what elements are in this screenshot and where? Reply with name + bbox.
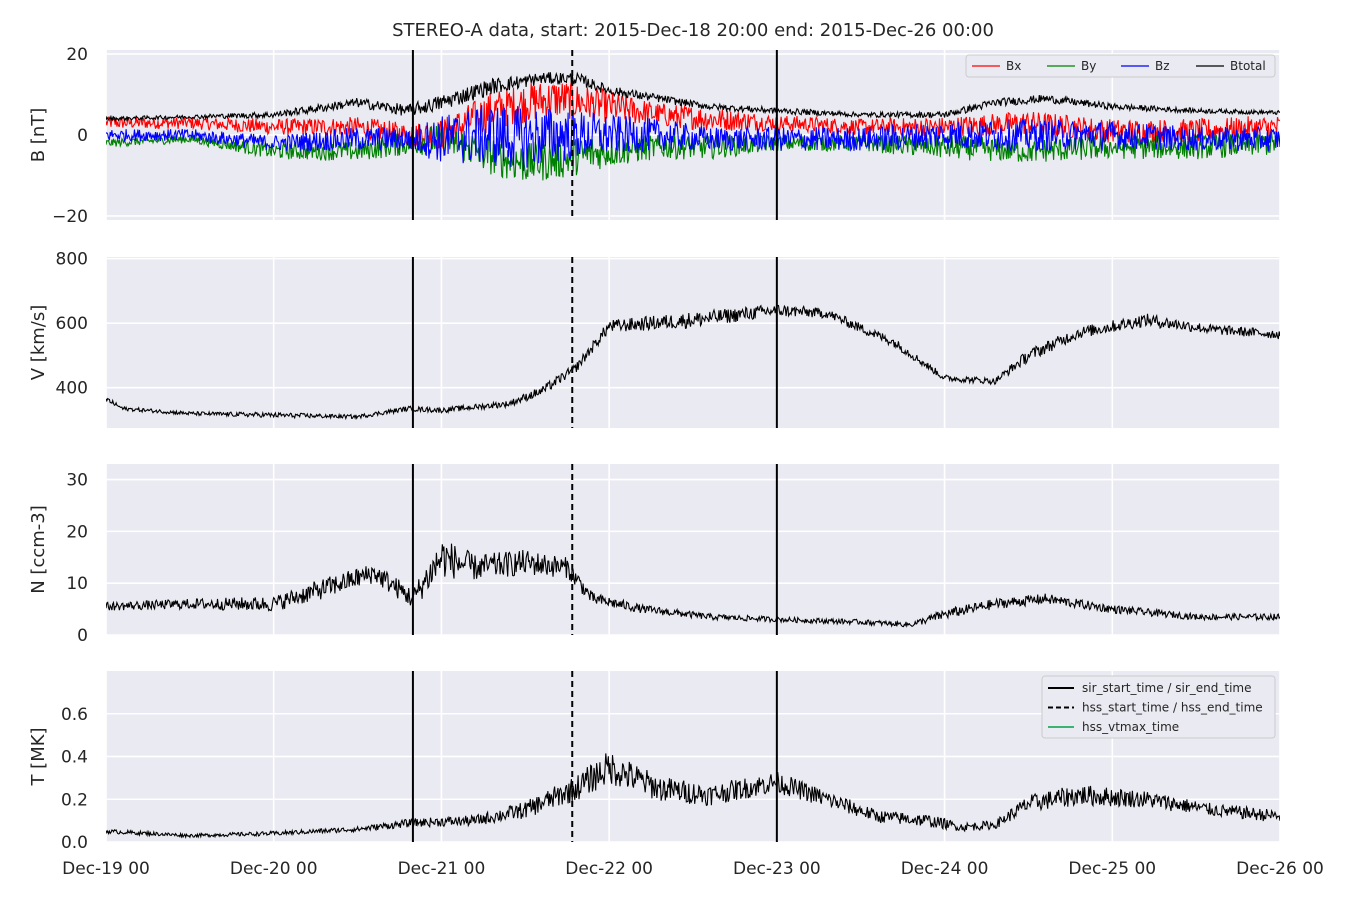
x-tick-label: Dec-24 00 xyxy=(901,859,989,879)
y-tick-label: 800 xyxy=(56,250,88,270)
plot-background xyxy=(106,257,1280,428)
series-line xyxy=(106,304,1280,421)
data-lines xyxy=(106,304,1280,421)
y-tick-label: 20 xyxy=(66,522,88,542)
series-line xyxy=(106,543,1280,628)
series-line xyxy=(106,753,1280,839)
series-bx xyxy=(106,81,1280,151)
y-tick-label: 30 xyxy=(66,471,88,491)
legend-label: hss_start_time / hss_end_time xyxy=(1082,701,1263,715)
plot-background xyxy=(106,464,1280,635)
y-tick-label: 400 xyxy=(56,379,88,399)
y-tick-label: 10 xyxy=(66,574,88,594)
legend-label-btotal: Btotal xyxy=(1230,59,1266,73)
x-tick-label: Dec-20 00 xyxy=(230,859,318,879)
x-tick-label: Dec-19 00 xyxy=(62,859,150,879)
x-tick-label: Dec-25 00 xyxy=(1068,859,1156,879)
x-tick-label: Dec-22 00 xyxy=(565,859,653,879)
y-tick-label: 0.0 xyxy=(61,833,88,853)
legend-b-panel: Bx By Bz Btotal xyxy=(965,54,1276,78)
data-lines xyxy=(106,753,1280,839)
panel-3: 0 10 20 30 N [ccm-3] xyxy=(28,464,1281,646)
y-axis-label: N [ccm-3] xyxy=(28,505,49,594)
y-tick-label: −20 xyxy=(52,207,88,227)
legend-label-bz: Bz xyxy=(1155,59,1170,73)
series-bz xyxy=(106,105,1280,172)
y-tick-label: 0.6 xyxy=(61,705,88,725)
x-tick-label: Dec-26 00 xyxy=(1236,859,1324,879)
y-tick-label: 0.2 xyxy=(61,790,88,810)
legend-label-by: By xyxy=(1081,59,1096,73)
x-tick-label: Dec-23 00 xyxy=(733,859,821,879)
panels: −20 0 20 B [nT] 400 600 800 V [km/s] 0 10 20 30 N [c… xyxy=(28,45,1281,853)
y-axis-label: V [km/s] xyxy=(28,305,49,380)
panel-4: 0.0 0.2 0.4 0.6 T [MK] xyxy=(28,671,1281,853)
y-tick-label: 0 xyxy=(77,626,88,646)
data-lines xyxy=(106,71,1280,181)
y-tick-label: 0.4 xyxy=(61,748,88,768)
y-tick-label: 600 xyxy=(56,314,88,334)
y-tick-label: 0 xyxy=(77,126,88,146)
legend-t-panel: sir_start_time / sir_end_time hss_start_t… xyxy=(1041,675,1276,739)
legend-box xyxy=(965,54,1276,78)
data-lines xyxy=(106,543,1280,628)
panel-1: −20 0 20 B [nT] xyxy=(28,45,1281,227)
legend-box xyxy=(1041,675,1276,739)
series-btotal xyxy=(106,71,1280,123)
x-tick-labels: Dec-19 00 Dec-20 00 Dec-21 00 Dec-22 00 Dec-… xyxy=(62,859,1324,879)
chart-title: STEREO-A data, start: 2015-Dec-18 20:00 … xyxy=(392,20,994,41)
x-tick-label: Dec-21 00 xyxy=(398,859,486,879)
legend-label-bx: Bx xyxy=(1006,59,1021,73)
y-axis-label: T [MK] xyxy=(28,727,49,786)
y-tick-label: 20 xyxy=(66,45,88,65)
legend-label: sir_start_time / sir_end_time xyxy=(1082,681,1252,695)
legend-label: hss_vtmax_time xyxy=(1082,720,1179,734)
y-axis-label: B [nT] xyxy=(28,108,49,163)
panel-2: 400 600 800 V [km/s] xyxy=(28,250,1281,428)
